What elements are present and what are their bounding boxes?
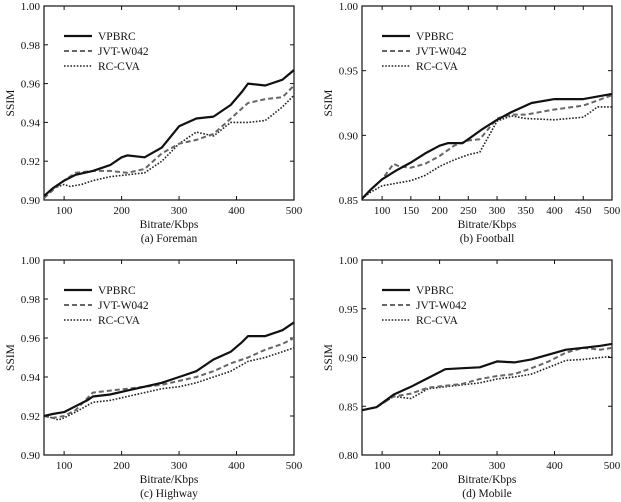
chart-panel-3: 100 200 300 400 500 0.80 0.85 0.90 0.95 1.00 Bitra… xyxy=(323,255,621,500)
series-line-vpbrc xyxy=(362,92,612,200)
y-tick-label: 0.85 xyxy=(339,195,359,207)
x-tick-label: 500 xyxy=(286,205,303,217)
x-tick-label: 100 xyxy=(56,205,73,217)
legend-label: VPBRC xyxy=(98,31,136,43)
y-axis-title: SSIM xyxy=(5,90,17,117)
series-line-rc-cva xyxy=(44,347,294,421)
plot-frame xyxy=(43,5,295,201)
y-tick-label: 0.92 xyxy=(21,156,40,168)
x-tick-label: 200 xyxy=(431,205,448,217)
legend-label: JVT-W042 xyxy=(416,46,467,58)
chart-caption: (d) Mobile xyxy=(462,488,512,500)
x-tick-label: 200 xyxy=(431,460,448,472)
series-line-jvt-w042 xyxy=(44,84,294,199)
x-axis-title: Bitrate/Kbps xyxy=(458,219,517,231)
legend: VPBRC JVT-W042 RC-CVA xyxy=(64,285,149,327)
series-line-rc-cva xyxy=(44,94,294,197)
x-axis-title: Bitrate/Kbps xyxy=(140,219,199,231)
chart-panel-0: 100 200 300 400 500 0.90 0.92 0.94 0.96 0.98 1.00 B… xyxy=(5,1,303,245)
x-tick-label: 400 xyxy=(228,205,245,217)
legend: VPBRC JVT-W042 RC-CVA xyxy=(382,285,467,327)
y-tick-label: 1.00 xyxy=(339,255,359,267)
y-tick-label: 0.92 xyxy=(21,411,40,423)
x-tick-label: 250 xyxy=(460,205,477,217)
legend-label: JVT-W042 xyxy=(416,300,467,312)
y-tick-label: 0.95 xyxy=(339,304,359,316)
legend-label: RC-CVA xyxy=(98,315,141,327)
x-tick-label: 100 xyxy=(374,205,391,217)
x-tick-label: 400 xyxy=(546,460,563,472)
y-tick-label: 0.94 xyxy=(21,117,41,129)
x-tick-label: 500 xyxy=(286,460,303,472)
legend-label: RC-CVA xyxy=(98,61,141,73)
y-tick-label: 0.90 xyxy=(21,195,41,207)
x-tick-label: 300 xyxy=(489,205,506,217)
y-tick-label: 0.94 xyxy=(21,372,41,384)
y-axis-title: SSIM xyxy=(5,344,17,371)
y-tick-label: 0.90 xyxy=(339,130,359,142)
legend: VPBRC JVT-W042 RC-CVA xyxy=(382,31,467,73)
chart-caption: (c) Highway xyxy=(140,488,198,500)
chart-panel-1: 100 150 200 250 300 350 400 450 500 0.85 0.90 0.95 1… xyxy=(323,1,621,245)
x-tick-label: 100 xyxy=(56,460,73,472)
legend: VPBRC JVT-W042 RC-CVA xyxy=(64,31,149,73)
chart-caption: (b) Football xyxy=(460,233,515,245)
x-tick-label: 300 xyxy=(171,205,188,217)
y-tick-label: 1.00 xyxy=(21,1,41,13)
y-tick-label: 0.85 xyxy=(339,401,359,413)
plot-frame xyxy=(361,5,613,201)
x-tick-label: 100 xyxy=(374,460,391,472)
y-tick-label: 0.96 xyxy=(21,333,41,345)
legend-label: RC-CVA xyxy=(416,315,459,327)
x-tick-label: 400 xyxy=(546,205,563,217)
y-tick-label: 0.96 xyxy=(21,79,41,91)
x-axis-title: Bitrate/Kbps xyxy=(458,474,517,486)
y-tick-label: 0.98 xyxy=(21,40,41,52)
y-tick-label: 0.80 xyxy=(339,450,359,462)
y-tick-label: 1.00 xyxy=(21,255,41,267)
y-tick-label: 0.90 xyxy=(339,353,359,365)
chart-caption: (a) Foreman xyxy=(141,233,198,245)
series-line-vpbrc xyxy=(362,342,612,412)
legend-label: RC-CVA xyxy=(416,61,459,73)
x-axis-title: Bitrate/Kbps xyxy=(140,474,199,486)
y-tick-label: 1.00 xyxy=(339,1,359,13)
x-tick-label: 200 xyxy=(113,205,130,217)
x-tick-label: 450 xyxy=(575,205,592,217)
series-line-jvt-w042 xyxy=(362,94,612,200)
y-tick-label: 0.95 xyxy=(339,66,359,78)
x-tick-label: 300 xyxy=(171,460,188,472)
x-tick-label: 300 xyxy=(489,460,506,472)
series-line-jvt-w042 xyxy=(362,346,612,412)
y-axis-title: SSIM xyxy=(323,90,335,117)
chart-panel-2: 100 200 300 400 500 0.90 0.92 0.94 0.96 0.98 1.00 B… xyxy=(5,255,303,500)
legend-label: VPBRC xyxy=(416,31,454,43)
legend-label: JVT-W042 xyxy=(98,46,149,58)
x-tick-label: 500 xyxy=(604,460,621,472)
y-tick-label: 0.98 xyxy=(21,294,41,306)
x-tick-label: 150 xyxy=(403,205,420,217)
series-line-jvt-w042 xyxy=(44,337,294,419)
x-tick-label: 500 xyxy=(604,205,621,217)
legend-label: VPBRC xyxy=(416,285,454,297)
x-tick-label: 350 xyxy=(518,205,535,217)
x-tick-label: 400 xyxy=(228,460,245,472)
series-line-vpbrc xyxy=(44,321,294,418)
series-line-vpbrc xyxy=(44,69,294,197)
y-tick-label: 0.90 xyxy=(21,450,41,462)
legend-label: JVT-W042 xyxy=(98,300,149,312)
legend-label: VPBRC xyxy=(98,285,136,297)
x-tick-label: 200 xyxy=(113,460,130,472)
y-axis-title: SSIM xyxy=(323,344,335,371)
series-line-rc-cva xyxy=(362,106,612,200)
plot-frame xyxy=(43,259,295,456)
